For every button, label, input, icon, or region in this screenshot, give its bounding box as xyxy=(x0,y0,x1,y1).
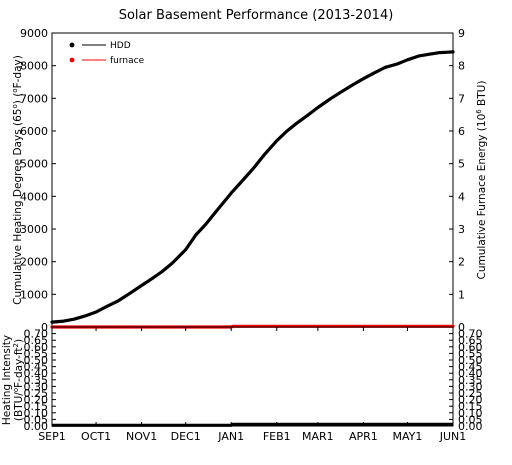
legend-furnace-marker xyxy=(69,57,75,63)
bottom-ytick-label: 0.25 xyxy=(24,387,49,400)
bottom-y2tick-label: 0.25 xyxy=(458,387,483,400)
legend-hdd-label: HDD xyxy=(110,41,131,51)
bottom-axis-label-line1: Heating Intensity xyxy=(1,335,13,425)
y2label-sup: 6 xyxy=(475,109,483,114)
bottom-ytick-label: 0.40 xyxy=(24,367,49,380)
chart-title: Solar Basement Performance (2013-2014) xyxy=(119,8,394,23)
bottom-y2tick-label: 0.60 xyxy=(458,341,483,354)
ylabel2-part: (BTU/ xyxy=(13,392,25,421)
bottom-axis-label-line2: (BTU/oF-day-ft2) xyxy=(12,339,25,421)
top-y2tick-label: 9 xyxy=(458,27,465,40)
top-y2tick-label: 3 xyxy=(458,223,465,236)
bottom-ytick-label: 0.35 xyxy=(24,374,49,387)
bottom-y2tick-label: 0.50 xyxy=(458,354,483,367)
bottom-y2tick-label: 0.30 xyxy=(458,380,483,393)
bottom-ytick-label: 0.15 xyxy=(24,400,49,413)
xtick-label: SEP1 xyxy=(38,430,66,443)
xtick-label: OCT1 xyxy=(81,430,111,443)
top-left-axis: 0 1000 2000 3000 4000 5000 6000 7000 8000 9000 xyxy=(20,27,56,334)
bottom-ytick-label: 0.55 xyxy=(24,347,49,360)
ylabel-part: ) ( xyxy=(12,93,24,105)
ylabel2-sup-degree: o xyxy=(12,388,20,392)
bottom-ytick-label: 0.65 xyxy=(24,334,49,347)
bottom-ytick-label: 0.20 xyxy=(24,394,49,407)
ylabel-part: Cumulative Heating Degree Days (65 xyxy=(12,109,24,305)
bottom-left-axis: 0.000.050.100.150.200.250.300.350.400.45… xyxy=(24,328,56,433)
bottom-ytick-label: 0.05 xyxy=(24,413,49,426)
bottom-y2tick-label: 0.45 xyxy=(458,361,483,374)
bottom-ytick-label: 0.00 xyxy=(24,420,49,433)
x-axis: SEP1 OCT1 NOV1 DEC1 JAN1 FEB1 MAR1 APR1 MAY1 JUN1 xyxy=(38,327,466,443)
top-y2tick-label: 2 xyxy=(458,256,465,269)
xtick-label: APR1 xyxy=(349,430,378,443)
top-y2tick-label: 7 xyxy=(458,92,465,105)
ylabel-sup-degree: o xyxy=(11,104,19,108)
xtick-label: JUN1 xyxy=(439,430,467,443)
bottom-ytick-label: 0.60 xyxy=(24,341,49,354)
bottom-plot-frame xyxy=(51,326,454,427)
top-plot-frame xyxy=(51,32,454,328)
series-intensity-line xyxy=(52,422,453,427)
xtick-label: JAN1 xyxy=(217,430,244,443)
ylabel2-part: F-day-ft xyxy=(13,347,25,387)
legend-hdd-marker xyxy=(69,42,75,48)
xtick-label: NOV1 xyxy=(126,430,157,443)
bottom-y2tick-label: 0.65 xyxy=(458,334,483,347)
ylabel-part: F-day) xyxy=(12,55,24,88)
top-ytick-label: 6000 xyxy=(20,125,48,138)
bottom-ytick-label: 0.30 xyxy=(24,380,49,393)
top-y2tick-label: 8 xyxy=(458,60,465,73)
ylabel-sup-degree: o xyxy=(11,88,19,92)
top-ytick-label: 4000 xyxy=(20,190,48,203)
top-ytick-label: 8000 xyxy=(20,60,48,73)
y2label-part: Cumulative Furnace Energy (10 xyxy=(476,114,488,280)
top-ytick-label: 5000 xyxy=(20,158,48,171)
legend-furnace-label: furnace xyxy=(110,56,145,66)
ylabel2-part: ) xyxy=(13,339,25,343)
xtick-label: MAY1 xyxy=(393,430,423,443)
top-ytick-label: 7000 xyxy=(20,92,48,105)
bottom-y2tick-label: 0.40 xyxy=(458,367,483,380)
top-y2tick-label: 0 xyxy=(458,321,465,334)
bottom-plot-series xyxy=(52,422,453,427)
bottom-y2tick-label: 0.15 xyxy=(458,400,483,413)
top-ytick-label: 9000 xyxy=(20,27,48,40)
bottom-y2tick-label: 0.55 xyxy=(458,347,483,360)
bottom-y2tick-label: 0.00 xyxy=(458,420,483,433)
xtick-label: MAR1 xyxy=(302,430,334,443)
top-ytick-label: 3000 xyxy=(20,223,48,236)
bottom-ytick-label: 0.10 xyxy=(24,407,49,420)
top-y2tick-label: 4 xyxy=(458,190,465,203)
top-ytick-label: 0 xyxy=(41,321,48,334)
bottom-y2tick-label: 0.20 xyxy=(458,394,483,407)
bottom-right-axis: 0.000.050.100.150.200.250.300.350.400.45… xyxy=(449,328,483,433)
y2label-part: BTU) xyxy=(476,81,488,110)
top-y2tick-label: 1 xyxy=(458,288,465,301)
top-plot-series xyxy=(50,50,455,329)
top-ytick-label: 1000 xyxy=(20,288,48,301)
legend: HDD furnace xyxy=(69,41,145,66)
bottom-y2tick-label: 0.05 xyxy=(458,413,483,426)
bottom-ytick-label: 0.70 xyxy=(24,328,49,341)
top-ytick-label: 2000 xyxy=(20,256,48,269)
series-hdd-line xyxy=(50,50,455,324)
xtick-label: DEC1 xyxy=(171,430,201,443)
top-y2tick-label: 6 xyxy=(458,125,465,138)
bottom-ytick-label: 0.50 xyxy=(24,354,49,367)
top-right-axis-label: Cumulative Furnace Energy (106 BTU) xyxy=(475,81,488,280)
ylabel2-sup: 2 xyxy=(12,343,20,347)
top-left-axis-label: Cumulative Heating Degree Days (65o) (oF… xyxy=(11,55,24,305)
top-y2tick-label: 5 xyxy=(458,158,465,171)
bottom-y2tick-label: 0.10 xyxy=(458,407,483,420)
bottom-ytick-label: 0.45 xyxy=(24,361,49,374)
top-right-axis: 0 1 2 3 4 5 6 7 8 9 xyxy=(449,27,465,334)
xtick-label: FEB1 xyxy=(263,430,291,443)
bottom-y2tick-label: 0.35 xyxy=(458,374,483,387)
bottom-y2tick-label: 0.70 xyxy=(458,328,483,341)
